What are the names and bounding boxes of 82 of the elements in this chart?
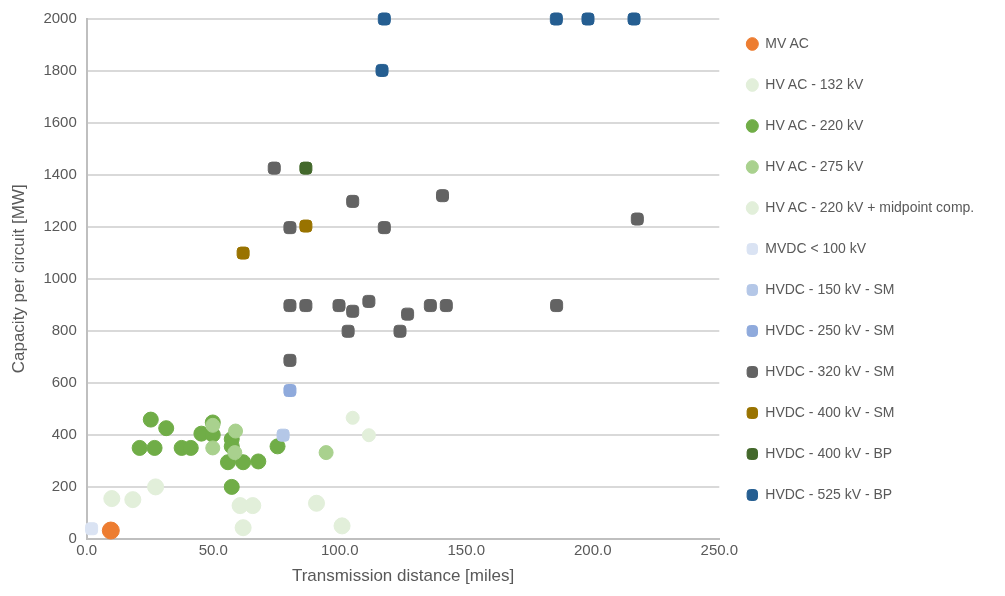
y-tick-label: 1200 xyxy=(43,216,77,234)
point xyxy=(283,299,297,313)
point xyxy=(235,454,252,471)
x-tick-label: 0.0 xyxy=(76,540,98,558)
legend-label: HVDC - 525 kV - BP xyxy=(765,485,893,502)
point xyxy=(299,219,313,233)
legend-label: HVDC - 400 kV - BP xyxy=(765,444,893,461)
y-tick-label: 2000 xyxy=(43,9,77,27)
x-tick-label: 250.0 xyxy=(700,540,739,558)
y-tick-label: 1400 xyxy=(43,165,77,183)
point xyxy=(103,490,121,508)
legend-label: HVDC - 400 kV - SM xyxy=(765,403,895,420)
point xyxy=(439,299,453,313)
y-axis-title: Capacity per circuit [MW] xyxy=(8,184,28,374)
point xyxy=(101,521,120,540)
point xyxy=(361,428,376,443)
point xyxy=(550,299,564,313)
point xyxy=(549,12,563,26)
point xyxy=(269,438,286,455)
point xyxy=(318,445,334,461)
y-tick-label: 600 xyxy=(51,372,77,390)
legend-label: HVDC - 150 kV - SM xyxy=(765,280,895,297)
point xyxy=(234,519,252,537)
point xyxy=(283,353,297,367)
point xyxy=(85,522,99,536)
point xyxy=(401,307,415,321)
point xyxy=(345,410,360,425)
legend-label: HVDC - 320 kV - SM xyxy=(765,362,895,379)
point xyxy=(377,12,391,26)
point xyxy=(267,161,281,175)
point xyxy=(223,478,240,495)
y-tick-label: 200 xyxy=(51,476,77,494)
point xyxy=(630,212,644,226)
legend-label: HVDC - 250 kV - SM xyxy=(765,321,895,338)
point xyxy=(236,246,250,260)
point xyxy=(250,453,267,470)
point xyxy=(124,491,142,509)
y-tick-label: 800 xyxy=(51,320,77,338)
point xyxy=(362,294,376,308)
point xyxy=(346,194,360,208)
point xyxy=(375,63,389,77)
point xyxy=(627,12,641,26)
y-tick-label: 1800 xyxy=(43,61,77,79)
point xyxy=(147,478,165,496)
legend-label: HV AC - 132 kV xyxy=(765,75,864,92)
point xyxy=(142,411,159,428)
point xyxy=(227,445,243,461)
point xyxy=(283,384,297,398)
y-tick-label: 400 xyxy=(51,424,77,442)
point xyxy=(377,221,391,235)
legend-label: MVDC < 100 kV xyxy=(765,239,867,256)
legend-label: HV AC - 275 kV xyxy=(765,157,864,174)
point xyxy=(436,189,450,203)
point xyxy=(299,299,313,313)
legend-label: HV AC - 220 kV xyxy=(765,116,864,133)
x-tick-label: 50.0 xyxy=(198,540,228,558)
x-tick-label: 100.0 xyxy=(321,540,359,558)
point xyxy=(333,517,351,535)
point xyxy=(308,494,326,512)
point xyxy=(393,324,407,338)
y-tick-label: 1600 xyxy=(43,113,77,131)
point xyxy=(346,304,360,318)
legend-label: MV AC xyxy=(765,34,809,51)
x-tick-label: 150.0 xyxy=(447,540,486,558)
y-tick-label: 0 xyxy=(68,528,77,546)
y-tick-label: 1000 xyxy=(43,268,77,286)
point xyxy=(205,440,221,456)
point xyxy=(332,299,346,313)
point xyxy=(228,423,244,439)
point xyxy=(283,221,297,235)
point xyxy=(131,439,148,456)
point xyxy=(244,497,262,515)
point xyxy=(341,324,355,338)
point xyxy=(581,12,595,26)
x-tick-label: 200.0 xyxy=(574,540,612,558)
point xyxy=(276,428,290,442)
point xyxy=(146,439,163,456)
point xyxy=(423,299,437,313)
x-axis-title: Transmission distance [miles] xyxy=(291,566,515,586)
legend-label: HV AC - 220 kV + midpoint comp. xyxy=(765,198,975,215)
point xyxy=(158,420,175,437)
point xyxy=(299,161,313,175)
